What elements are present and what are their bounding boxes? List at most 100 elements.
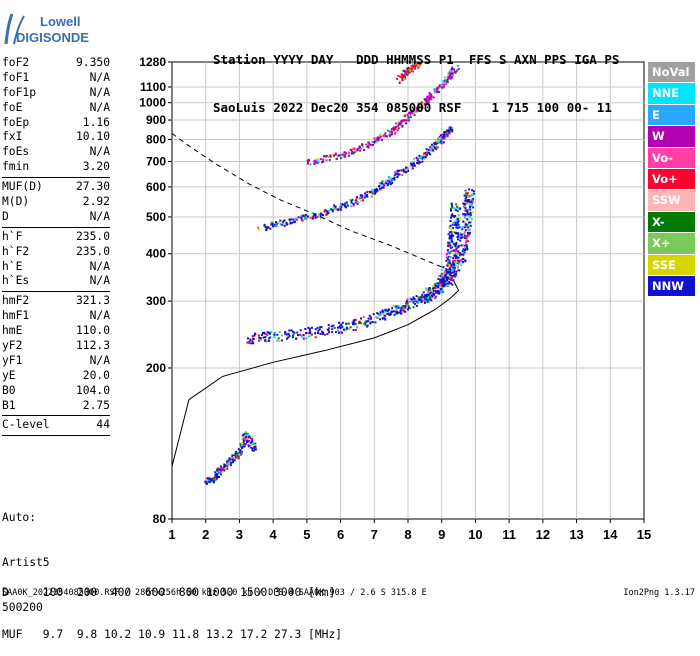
- echo-point: [205, 481, 208, 484]
- echo-point: [415, 295, 418, 298]
- echo-point: [236, 452, 239, 455]
- echo-point: [396, 129, 399, 132]
- echo-point: [243, 433, 245, 436]
- param-label: foE: [2, 100, 23, 114]
- echo-point: [352, 323, 355, 326]
- echo-point: [305, 332, 307, 335]
- echo-point: [409, 297, 412, 300]
- param-row: fxI 10.10: [2, 130, 110, 145]
- echo-point: [466, 192, 469, 195]
- echo-point: [413, 162, 415, 165]
- echo-point: [465, 190, 467, 193]
- echo-point: [465, 244, 468, 246]
- echo-point: [424, 155, 427, 158]
- muf-distance-row: D 100 200 400 600 800 1000 1500 3000 [km…: [2, 586, 336, 599]
- echo-point: [450, 228, 453, 231]
- echo-point: [314, 213, 317, 215]
- echo-point: [465, 199, 468, 202]
- echo-point: [424, 298, 427, 301]
- echo-point: [396, 176, 399, 179]
- echo-point: [428, 292, 431, 295]
- echo-point: [309, 216, 312, 219]
- legend-item-e: E: [648, 104, 695, 126]
- echo-point: [339, 327, 342, 330]
- echo-point: [364, 192, 367, 195]
- echo-point: [288, 329, 291, 332]
- echo-point: [449, 279, 452, 281]
- echo-point: [422, 291, 425, 294]
- echo-point: [319, 158, 322, 161]
- echo-point: [344, 329, 347, 332]
- echo-point: [447, 275, 450, 278]
- param-value: 112.3: [75, 339, 110, 353]
- echo-point: [398, 169, 400, 172]
- echo-point: [449, 276, 451, 279]
- echo-point: [393, 174, 396, 177]
- echo-point: [433, 285, 435, 288]
- echo-point: [307, 160, 309, 163]
- echo-point: [446, 80, 448, 83]
- echo-point: [216, 475, 219, 478]
- echo-point: [437, 140, 439, 143]
- echo-point: [412, 301, 415, 304]
- echo-point: [435, 142, 438, 145]
- echo-point: [368, 143, 371, 146]
- echo-point: [472, 192, 475, 195]
- echo-point: [272, 225, 275, 228]
- echo-point: [308, 159, 311, 162]
- echo-point: [358, 320, 361, 323]
- param-row: B0 104.0: [2, 384, 110, 399]
- echo-point: [467, 240, 469, 243]
- echo-point: [470, 218, 473, 221]
- echo-point: [319, 216, 322, 219]
- echo-point: [424, 294, 427, 297]
- echo-point: [425, 296, 428, 298]
- echo-point: [451, 66, 454, 69]
- echo-point: [316, 158, 319, 161]
- echo-point: [406, 70, 408, 73]
- echo-point: [307, 162, 309, 165]
- echo-point: [468, 213, 471, 216]
- echo-point: [284, 331, 287, 333]
- echo-point: [450, 251, 453, 254]
- echo-point: [279, 219, 282, 222]
- x-tick-label: 10: [468, 527, 482, 542]
- echo-point: [466, 211, 469, 214]
- echo-point: [366, 145, 369, 148]
- param-label: foF1p: [2, 85, 37, 99]
- echo-point: [452, 266, 455, 269]
- echo-point: [450, 275, 453, 277]
- echo-point: [456, 226, 459, 229]
- echo-point: [464, 248, 467, 251]
- echo-point: [409, 300, 411, 303]
- muf-value-row: MUF 9.7 9.8 10.2 10.9 11.8 13.2 17.2 27.…: [2, 628, 343, 641]
- echo-point: [427, 101, 430, 104]
- echo-point: [280, 339, 283, 342]
- echo-point: [300, 216, 303, 219]
- echo-point: [447, 233, 450, 236]
- echo-point: [404, 310, 407, 313]
- echo-point: [466, 245, 468, 248]
- echo-point: [454, 244, 457, 247]
- echo-point: [398, 80, 401, 83]
- echo-point: [393, 313, 396, 316]
- echo-point: [423, 157, 426, 160]
- echo-point: [387, 176, 390, 179]
- echo-point: [397, 127, 400, 130]
- echo-point: [423, 297, 426, 300]
- echo-point: [396, 305, 399, 308]
- echo-point: [372, 313, 375, 316]
- echo-point: [425, 289, 428, 292]
- param-label: D: [2, 209, 9, 223]
- echo-point: [316, 326, 319, 329]
- echo-point: [431, 292, 434, 295]
- echo-point: [453, 271, 455, 274]
- echo-point: [446, 264, 449, 267]
- echo-point: [457, 238, 459, 241]
- echo-point: [428, 289, 431, 292]
- echo-point: [319, 326, 322, 329]
- echo-point: [420, 295, 423, 298]
- y-tick-label: 500: [146, 210, 166, 224]
- echo-point: [416, 157, 419, 160]
- echo-point: [239, 453, 242, 456]
